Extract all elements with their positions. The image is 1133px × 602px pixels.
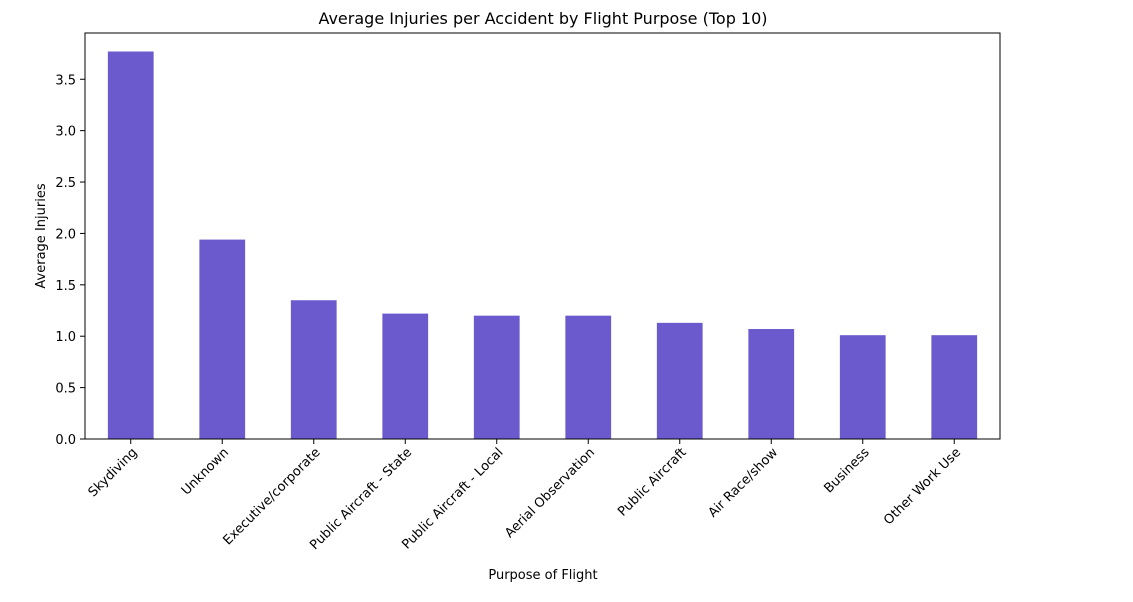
x-tick-label: Skydiving <box>86 445 141 500</box>
x-tick-label: Public Aircraft - Local <box>399 445 506 552</box>
x-tick-label: Public Aircraft <box>615 445 689 519</box>
x-axis-ticks: Skydiving UnknownExecutive/corporatePubli… <box>86 439 964 553</box>
bar-6 <box>656 322 703 439</box>
y-tick-label: 0.5 <box>55 382 76 397</box>
y-tick-label: 3.0 <box>55 125 76 140</box>
x-tick-label: Executive/corporate <box>221 445 324 548</box>
y-axis-label: Average Injuries <box>34 183 49 288</box>
chart-title: Average Injuries per Accident by Flight … <box>318 9 767 28</box>
y-tick-label: 0.0 <box>55 433 76 448</box>
bars-group <box>107 51 978 439</box>
bar-4 <box>473 315 520 439</box>
y-tick-label: 1.0 <box>55 330 76 345</box>
y-tick-label: 2.0 <box>55 227 76 242</box>
y-axis-ticks: 0.0 0.5 1.0 1.5 2.0 2.5 3.0 3.5 <box>55 73 85 448</box>
plot-frame <box>84 32 1001 440</box>
y-tick-label: 3.5 <box>55 73 76 88</box>
x-tick-label: Air Race/show <box>706 445 782 521</box>
y-tick-label: 1.5 <box>55 279 76 294</box>
x-tick-label: Public Aircraft - State <box>307 445 415 553</box>
bar-9 <box>931 335 978 439</box>
bar-8 <box>839 335 886 439</box>
x-axis-label: Purpose of Flight <box>488 568 597 583</box>
x-tick-label: Business <box>821 445 872 496</box>
x-tick-label: Aerial Observation <box>502 445 598 541</box>
bar-3 <box>382 313 429 439</box>
bar-2 <box>290 300 337 439</box>
y-tick-label: 2.5 <box>55 176 76 191</box>
bar-5 <box>565 315 612 439</box>
bar-7 <box>748 329 795 439</box>
x-tick-label: Other Work Use <box>881 445 964 528</box>
x-tick-label: Unknown <box>179 445 232 498</box>
bar-0 <box>107 51 154 439</box>
bar-1 <box>199 239 246 439</box>
